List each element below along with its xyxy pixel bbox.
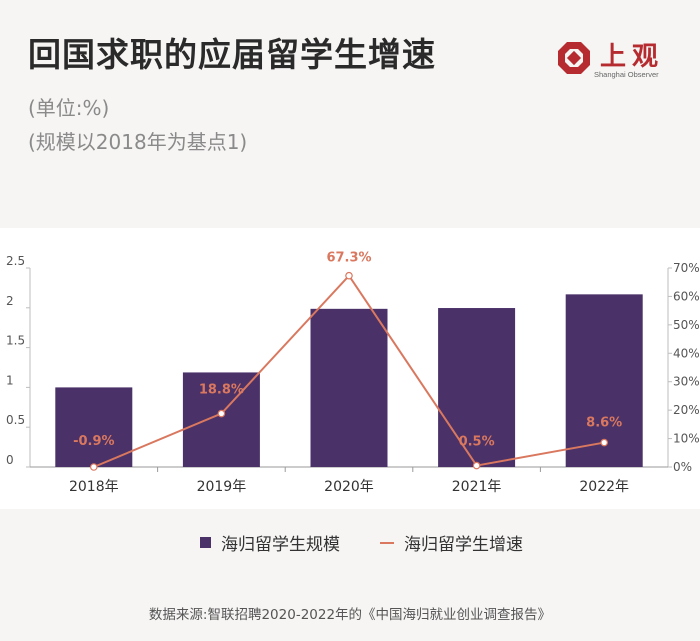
logo-subtitle: Shanghai Observer	[594, 70, 659, 79]
growth-label-2019年: 18.8%	[199, 383, 244, 398]
left-tick-label: 1.5	[6, 334, 25, 348]
logo-mark-icon	[558, 42, 590, 74]
x-tick-label: 2022年	[579, 479, 629, 495]
left-tick-label: 1	[6, 373, 14, 387]
bar-2018年	[55, 387, 133, 467]
bar-2022年	[565, 294, 643, 467]
legend-item-bar: 海归留学生规模	[200, 530, 340, 555]
left-tick-label: 2	[6, 294, 14, 308]
growth-point-2020年	[345, 271, 353, 280]
legend-bar-swatch	[200, 537, 211, 548]
right-tick-label: 30%	[673, 375, 700, 389]
right-tick-label: 40%	[673, 346, 700, 360]
x-tick-label: 2018年	[69, 479, 119, 495]
bar-2020年	[310, 308, 388, 467]
right-tick-label: 20%	[673, 403, 700, 417]
right-tick-label: 0%	[673, 460, 692, 474]
growth-label-2020年: 67.3%	[326, 251, 371, 266]
bar-2021年	[438, 308, 516, 467]
legend-bar-label: 海归留学生规模	[221, 535, 340, 555]
bar-2019年	[182, 372, 260, 467]
right-tick-label: 70%	[673, 261, 700, 275]
x-tick-label: 2021年	[452, 479, 502, 495]
right-tick-label: 50%	[673, 318, 700, 332]
unit-note: (单位:%)	[28, 96, 110, 120]
growth-point-2022年	[600, 438, 609, 447]
right-tick-label: 60%	[673, 289, 700, 303]
growth-point-2018年	[90, 463, 98, 471]
growth-label-2018年: -0.9%	[73, 434, 114, 449]
chart-legend: 海归留学生规模 海归留学生增速	[200, 530, 563, 555]
legend-line-swatch	[380, 541, 394, 544]
data-source: 数据来源:智联招聘2020-2022年的《中国海归就业创业调查报告》	[148, 607, 552, 623]
left-tick-label: 0	[6, 453, 14, 467]
growth-label-2021年: 0.5%	[459, 435, 495, 450]
page-title: 回国求职的应届留学生增速	[28, 35, 436, 74]
growth-point-2021年	[472, 461, 481, 470]
left-tick-label: 2.5	[6, 254, 25, 268]
x-tick-label: 2020年	[324, 479, 374, 495]
growth-label-2022年: 8.6%	[586, 416, 622, 431]
legend-line-label: 海归留学生增速	[404, 535, 523, 555]
left-tick-label: 0.5	[6, 413, 25, 427]
growth-point-2019年	[217, 409, 226, 418]
right-tick-label: 10%	[673, 432, 700, 446]
logo-name: 上观	[600, 42, 665, 72]
brand-logo: 上观 Shanghai Observer	[556, 40, 686, 90]
legend-item-line: 海归留学生增速	[380, 530, 523, 555]
base-note: (规模以2018年为基点1)	[28, 130, 248, 154]
x-tick-label: 2019年	[197, 479, 247, 495]
